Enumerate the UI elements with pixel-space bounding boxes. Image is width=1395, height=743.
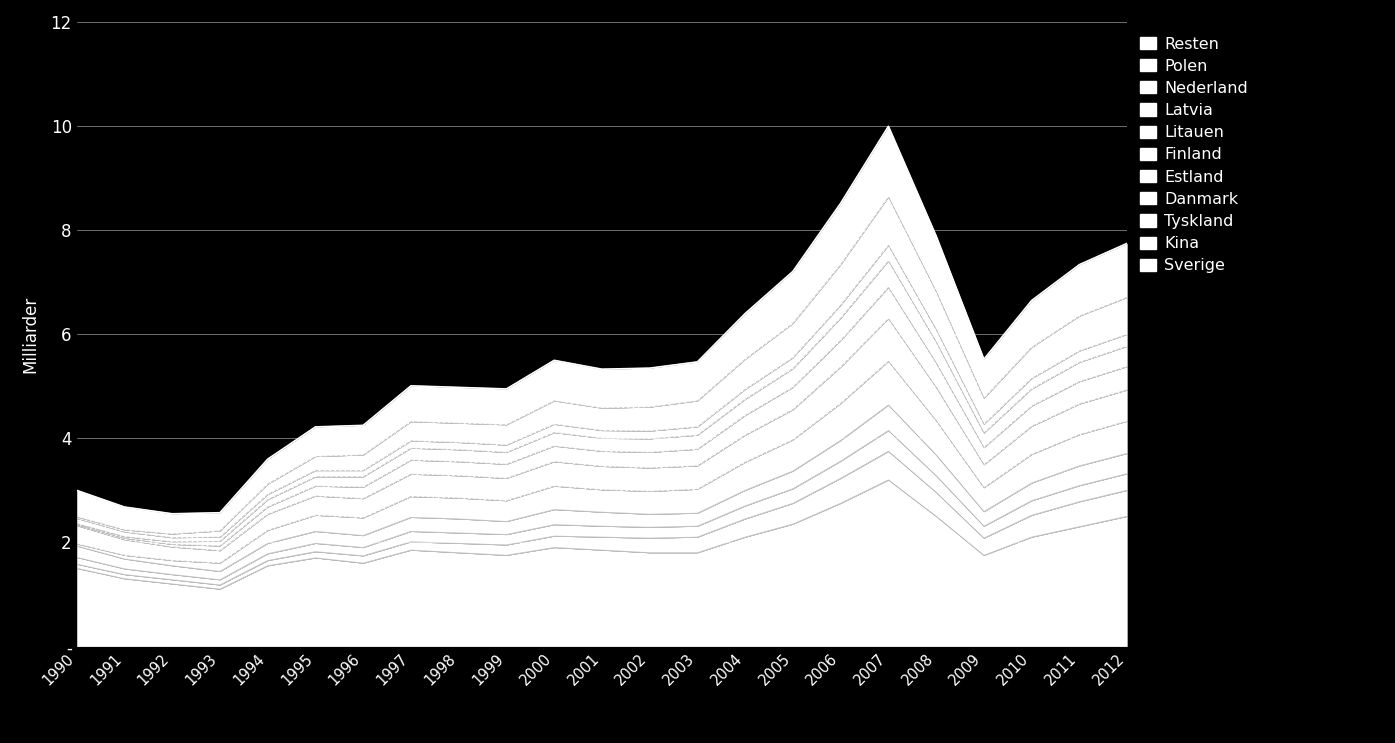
Legend: Resten, Polen, Nederland, Latvia, Litauen, Finland, Estland, Danmark, Tyskland, : Resten, Polen, Nederland, Latvia, Litaue…	[1140, 36, 1249, 273]
Y-axis label: Milliarder: Milliarder	[21, 296, 39, 373]
